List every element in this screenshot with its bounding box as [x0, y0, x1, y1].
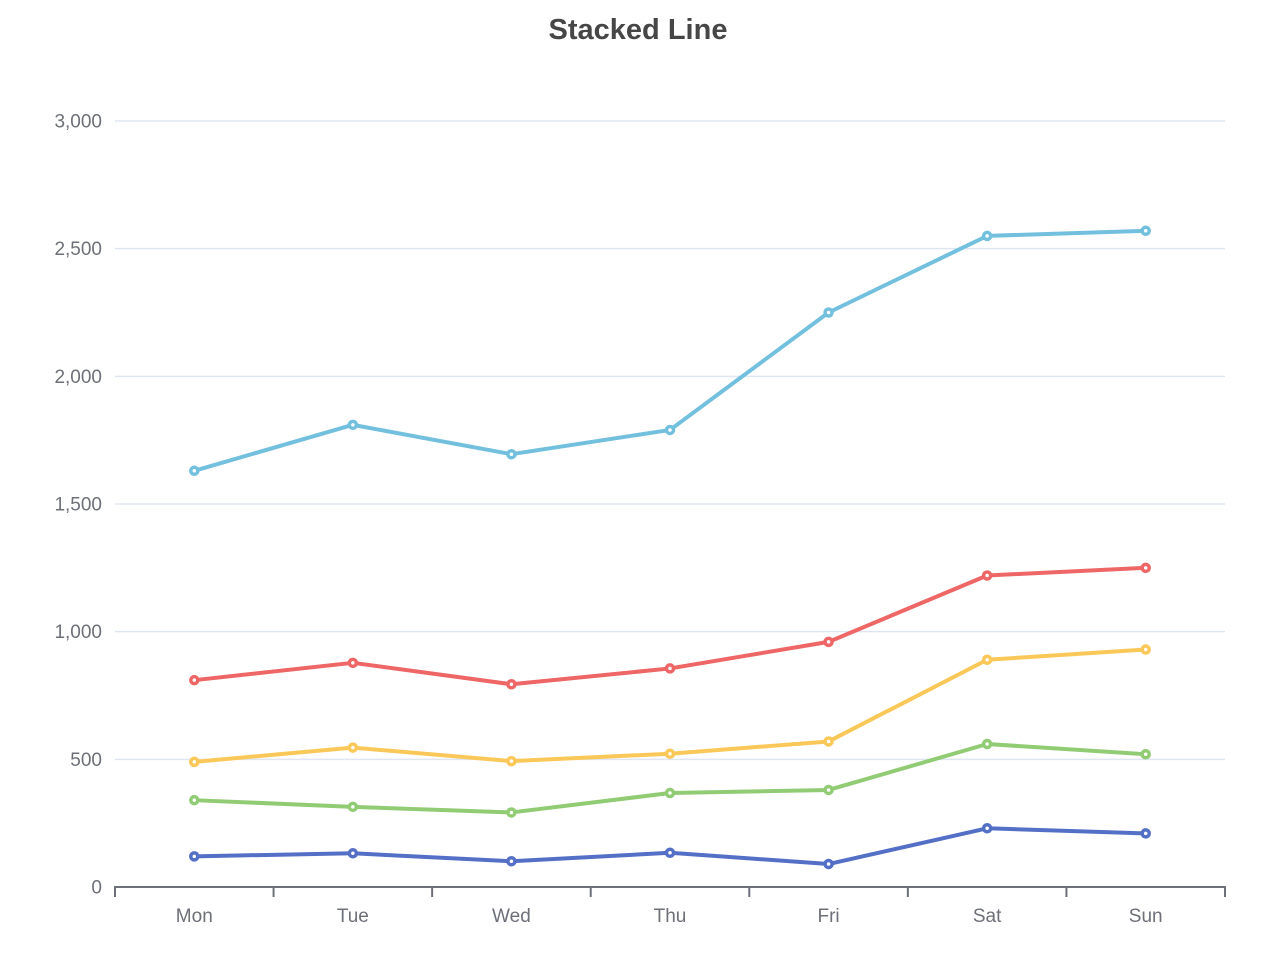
datapoint-series-yellow-sun[interactable]	[1140, 644, 1151, 655]
y-axis-label-1500: 1,500	[54, 495, 102, 516]
x-axis-label-sun: Sun	[1129, 906, 1163, 927]
chart-title: Stacked Line	[548, 14, 728, 46]
line-series-blue	[192, 826, 1148, 867]
datapoint-series-blue-sat[interactable]	[981, 823, 993, 834]
x-axis-label-tue: Tue	[337, 906, 369, 927]
datapoint-series-yellow-thu[interactable]	[664, 748, 676, 759]
datapoint-series-green-tue[interactable]	[347, 801, 359, 813]
datapoint-series-lightblue-wed[interactable]	[506, 448, 517, 460]
datapoint-series-lightblue-thu[interactable]	[664, 424, 676, 436]
datapoint-series-lightblue-fri[interactable]	[823, 307, 834, 318]
x-axis-label-thu: Thu	[654, 906, 687, 927]
y-axis-label-3000: 3,000	[54, 112, 102, 133]
datapoint-series-red-fri[interactable]	[823, 636, 834, 648]
datapoint-series-red-sat[interactable]	[981, 570, 993, 581]
datapoint-series-blue-tue[interactable]	[347, 848, 359, 859]
y-axis-label-2500: 2,500	[54, 239, 102, 260]
datapoint-series-green-thu[interactable]	[664, 787, 676, 799]
datapoint-series-blue-thu[interactable]	[664, 847, 676, 859]
x-axis-label-sat: Sat	[973, 906, 1002, 927]
y-axis-label-500: 500	[70, 750, 102, 771]
datapoint-series-green-wed[interactable]	[506, 807, 517, 818]
datapoint-series-green-fri[interactable]	[823, 784, 834, 796]
datapoint-series-yellow-mon[interactable]	[189, 756, 200, 768]
datapoint-series-red-mon[interactable]	[189, 674, 200, 686]
y-axis-label-1000: 1,000	[54, 622, 102, 643]
x-axis-label-fri: Fri	[817, 906, 839, 927]
datapoint-series-yellow-fri[interactable]	[823, 736, 834, 747]
datapoint-series-blue-mon[interactable]	[189, 851, 200, 862]
datapoint-series-red-sun[interactable]	[1140, 562, 1151, 574]
datapoint-series-lightblue-mon[interactable]	[189, 465, 200, 477]
datapoint-series-yellow-wed[interactable]	[506, 755, 517, 767]
datapoint-series-green-mon[interactable]	[189, 794, 200, 806]
datapoint-series-red-thu[interactable]	[664, 663, 676, 674]
datapoint-series-lightblue-sat[interactable]	[981, 230, 993, 242]
datapoint-series-yellow-tue[interactable]	[347, 742, 359, 753]
datapoint-series-green-sat[interactable]	[981, 738, 993, 750]
y-axis-label-0: 0	[91, 878, 102, 899]
x-axis-label-wed: Wed	[492, 906, 531, 927]
datapoint-series-lightblue-tue[interactable]	[347, 419, 359, 431]
datapoint-series-blue-sun[interactable]	[1140, 828, 1151, 839]
x-axis-label-mon: Mon	[176, 906, 213, 927]
y-axis-label-2000: 2,000	[54, 367, 102, 388]
datapoint-series-blue-fri[interactable]	[823, 858, 834, 870]
datapoint-series-lightblue-sun[interactable]	[1140, 225, 1151, 237]
datapoint-series-red-tue[interactable]	[347, 657, 359, 669]
datapoint-series-red-wed[interactable]	[506, 679, 517, 690]
datapoint-series-green-sun[interactable]	[1140, 748, 1151, 760]
datapoint-series-blue-wed[interactable]	[506, 855, 517, 867]
datapoint-series-yellow-sat[interactable]	[981, 654, 993, 666]
